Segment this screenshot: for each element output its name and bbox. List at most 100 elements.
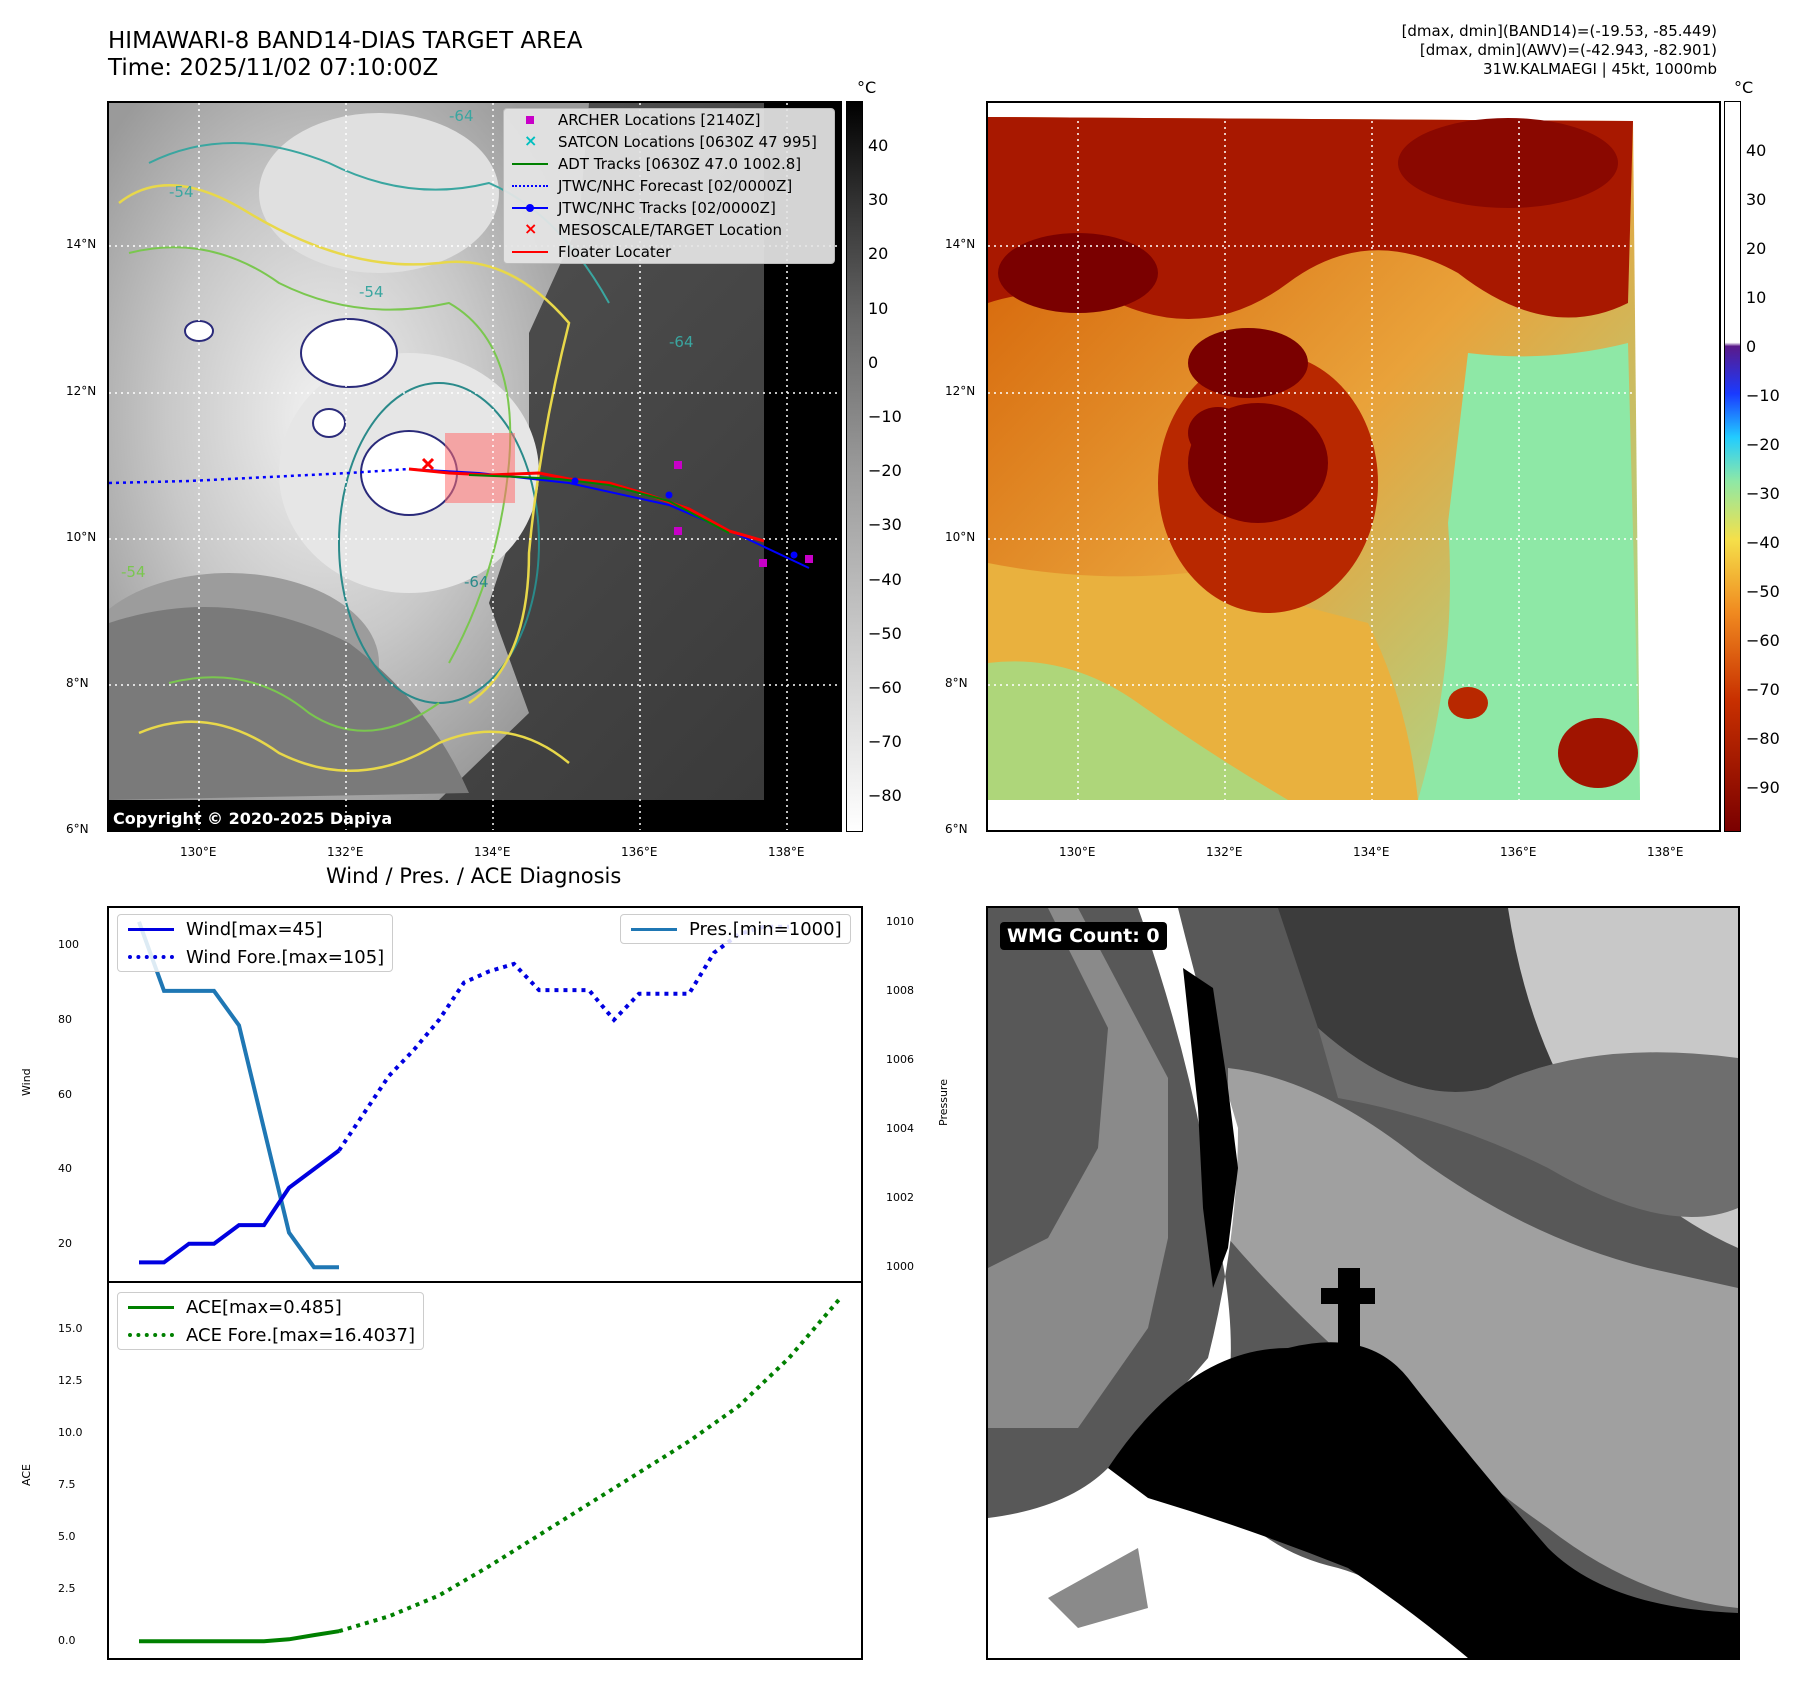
wind-tick: 40 <box>58 1162 72 1176</box>
pressure-tick: 1000 <box>886 1260 914 1274</box>
wind-pressure-plot <box>137 921 789 1270</box>
lon-label-130: 130°E <box>180 845 217 859</box>
colorbar-left-tick: 20 <box>868 244 889 264</box>
colorbar-left-tick: 30 <box>868 190 889 210</box>
awv-map <box>986 101 1721 832</box>
awv-lat-label-8: 8°N <box>945 676 968 690</box>
lat-label-8: 8°N <box>66 676 89 690</box>
info-line-3: 31W.KALMAEGI | 45kt, 1000mb <box>1483 60 1717 78</box>
colorbar-left-tick: 40 <box>868 136 889 155</box>
wind-series-1 <box>337 924 789 1152</box>
colorbar-right-tick: −20 <box>1746 435 1780 454</box>
contour-label-5: -64 <box>464 573 489 591</box>
info-block: [dmax, dmin](BAND14)=(-19.53, -85.449) [… <box>1402 22 1717 79</box>
colorbar-left-tick: 0 <box>868 352 879 372</box>
contour-label-3: -64 <box>669 333 694 351</box>
wind-legend: Wind[max=45] Wind Fore.[max=105] <box>117 914 394 972</box>
legend-wind: Wind[max=45] <box>118 915 392 943</box>
legend-tracks: JTWC/NHC Tracks [02/0000Z] <box>504 197 834 219</box>
colorbar-left-tick: −40 <box>868 569 902 589</box>
lat-label-12: 12°N <box>66 384 97 398</box>
legend-forecast: JTWC/NHC Forecast [02/0000Z] <box>504 175 834 197</box>
info-line-2: [dmax, dmin](AWV)=(-42.943, -82.901) <box>1419 41 1717 59</box>
map-legend: ARCHER Locations [2140Z] × SATCON Locatio… <box>503 108 835 264</box>
ace-axis-label: ACE <box>20 1464 33 1486</box>
pressure-legend: Pres.[min=1000] <box>620 914 851 944</box>
floater-track <box>408 467 765 543</box>
contour-label-2: -54 <box>359 283 384 301</box>
ace-series-1 <box>338 1298 841 1634</box>
pressure-tick: 1002 <box>886 1191 914 1205</box>
colorbar-left-tick: −70 <box>868 732 902 752</box>
title-line-2: Time: 2025/11/02 07:10:00Z <box>108 55 439 81</box>
contour-label-1: -64 <box>449 107 474 125</box>
colorbar-right-tick: −30 <box>1746 484 1780 503</box>
legend-archer: ARCHER Locations [2140Z] <box>504 109 834 131</box>
pressure-tick: 1008 <box>886 983 914 997</box>
lat-label-10: 10°N <box>66 530 97 544</box>
info-line-1: [dmax, dmin](BAND14)=(-19.53, -85.449) <box>1401 22 1717 40</box>
colorbar-left-tick: −30 <box>868 515 902 535</box>
ace-tick: 15.0 <box>58 1321 83 1335</box>
colorbar-right-tick: −50 <box>1746 582 1780 601</box>
colorbar-right-tick: −80 <box>1746 729 1780 748</box>
lon-label-136: 136°E <box>621 845 658 859</box>
colorbar-left-tick: −20 <box>868 461 902 481</box>
colorbar-right-tick: −60 <box>1746 631 1780 650</box>
ace-panel <box>107 1281 863 1660</box>
title-line-1: HIMAWARI-8 BAND14-DIAS TARGET AREA <box>108 28 583 54</box>
legend-ace: ACE[max=0.485] <box>118 1293 423 1321</box>
colorbar-right <box>1724 101 1741 832</box>
ace-tick: 5.0 <box>58 1530 76 1544</box>
legend-adt: ADT Tracks [0630Z 47.0 1002.8] <box>504 153 834 175</box>
main-title: HIMAWARI-8 BAND14-DIAS TARGET AREA Time:… <box>108 28 582 82</box>
forecast-track <box>109 467 410 485</box>
copyright: Copyright © 2020-2025 Dapiya <box>113 809 393 828</box>
awv-lon-label-130: 130°E <box>1059 845 1096 859</box>
colorbar-right-tick: 20 <box>1746 239 1767 258</box>
wind-tick: 100 <box>58 938 79 952</box>
legend-floater: Floater Locater <box>504 241 834 263</box>
colorbar-right-tick: −40 <box>1746 533 1780 552</box>
ace-legend: ACE[max=0.485] ACE Fore.[max=16.4037] <box>117 1292 424 1350</box>
awv-gridlines <box>988 103 1719 830</box>
colorbar-left-tick: −50 <box>868 623 902 643</box>
colorbar-right-tick: 40 <box>1746 141 1767 160</box>
awv-imagery <box>988 103 1719 830</box>
legend-satcon: × SATCON Locations [0630Z 47 995] <box>524 131 817 151</box>
wmg-imagery <box>988 908 1738 1658</box>
awv-lon-label-132: 132°E <box>1206 845 1243 859</box>
colorbar-right-tick: 30 <box>1746 190 1767 209</box>
colorbar-right-tick: 10 <box>1746 288 1767 307</box>
awv-lat-label-10: 10°N <box>945 530 976 544</box>
colorbar-right-tick: −70 <box>1746 680 1780 699</box>
awv-lon-label-136: 136°E <box>1500 845 1537 859</box>
pressure-tick: 1006 <box>886 1052 914 1066</box>
awv-lat-label-14: 14°N <box>945 237 976 251</box>
pressure-tick: 1004 <box>886 1122 914 1136</box>
legend-pres: Pres.[min=1000] <box>621 915 850 943</box>
colorbar-left-tick: −80 <box>868 786 902 806</box>
adt-track <box>468 474 730 534</box>
awv-lat-label-12: 12°N <box>945 384 976 398</box>
colorbar-left-tick: −60 <box>868 678 902 697</box>
legend-target: × MESOSCALE/TARGET Location <box>524 219 783 239</box>
wmg-count-badge: WMG Count: 0 <box>1000 922 1167 950</box>
lon-label-134: 134°E <box>474 845 511 859</box>
colorbar-left-tick: −10 <box>868 407 902 426</box>
wind-tick: 20 <box>58 1236 72 1250</box>
legend-wind-fore: Wind Fore.[max=105] <box>118 943 392 971</box>
ace-plot <box>139 1298 841 1644</box>
pressure-axis-label: Pressure <box>937 1079 950 1126</box>
awv-lon-label-134: 134°E <box>1353 845 1390 859</box>
colorbar-right-tick: −90 <box>1746 778 1780 797</box>
wind-axis-label: Wind <box>20 1068 33 1096</box>
ace-tick: 12.5 <box>58 1373 83 1387</box>
colorbar-right-tick: −10 <box>1746 386 1780 405</box>
diagnosis-title: Wind / Pres. / ACE Diagnosis <box>326 864 622 888</box>
ace-tick: 7.5 <box>58 1478 76 1492</box>
colorbar-left <box>846 101 863 832</box>
ace-tick: 2.5 <box>58 1582 76 1596</box>
legend-ace-fore: ACE Fore.[max=16.4037] <box>118 1321 423 1349</box>
colorbar-left-tick: 10 <box>868 298 889 318</box>
